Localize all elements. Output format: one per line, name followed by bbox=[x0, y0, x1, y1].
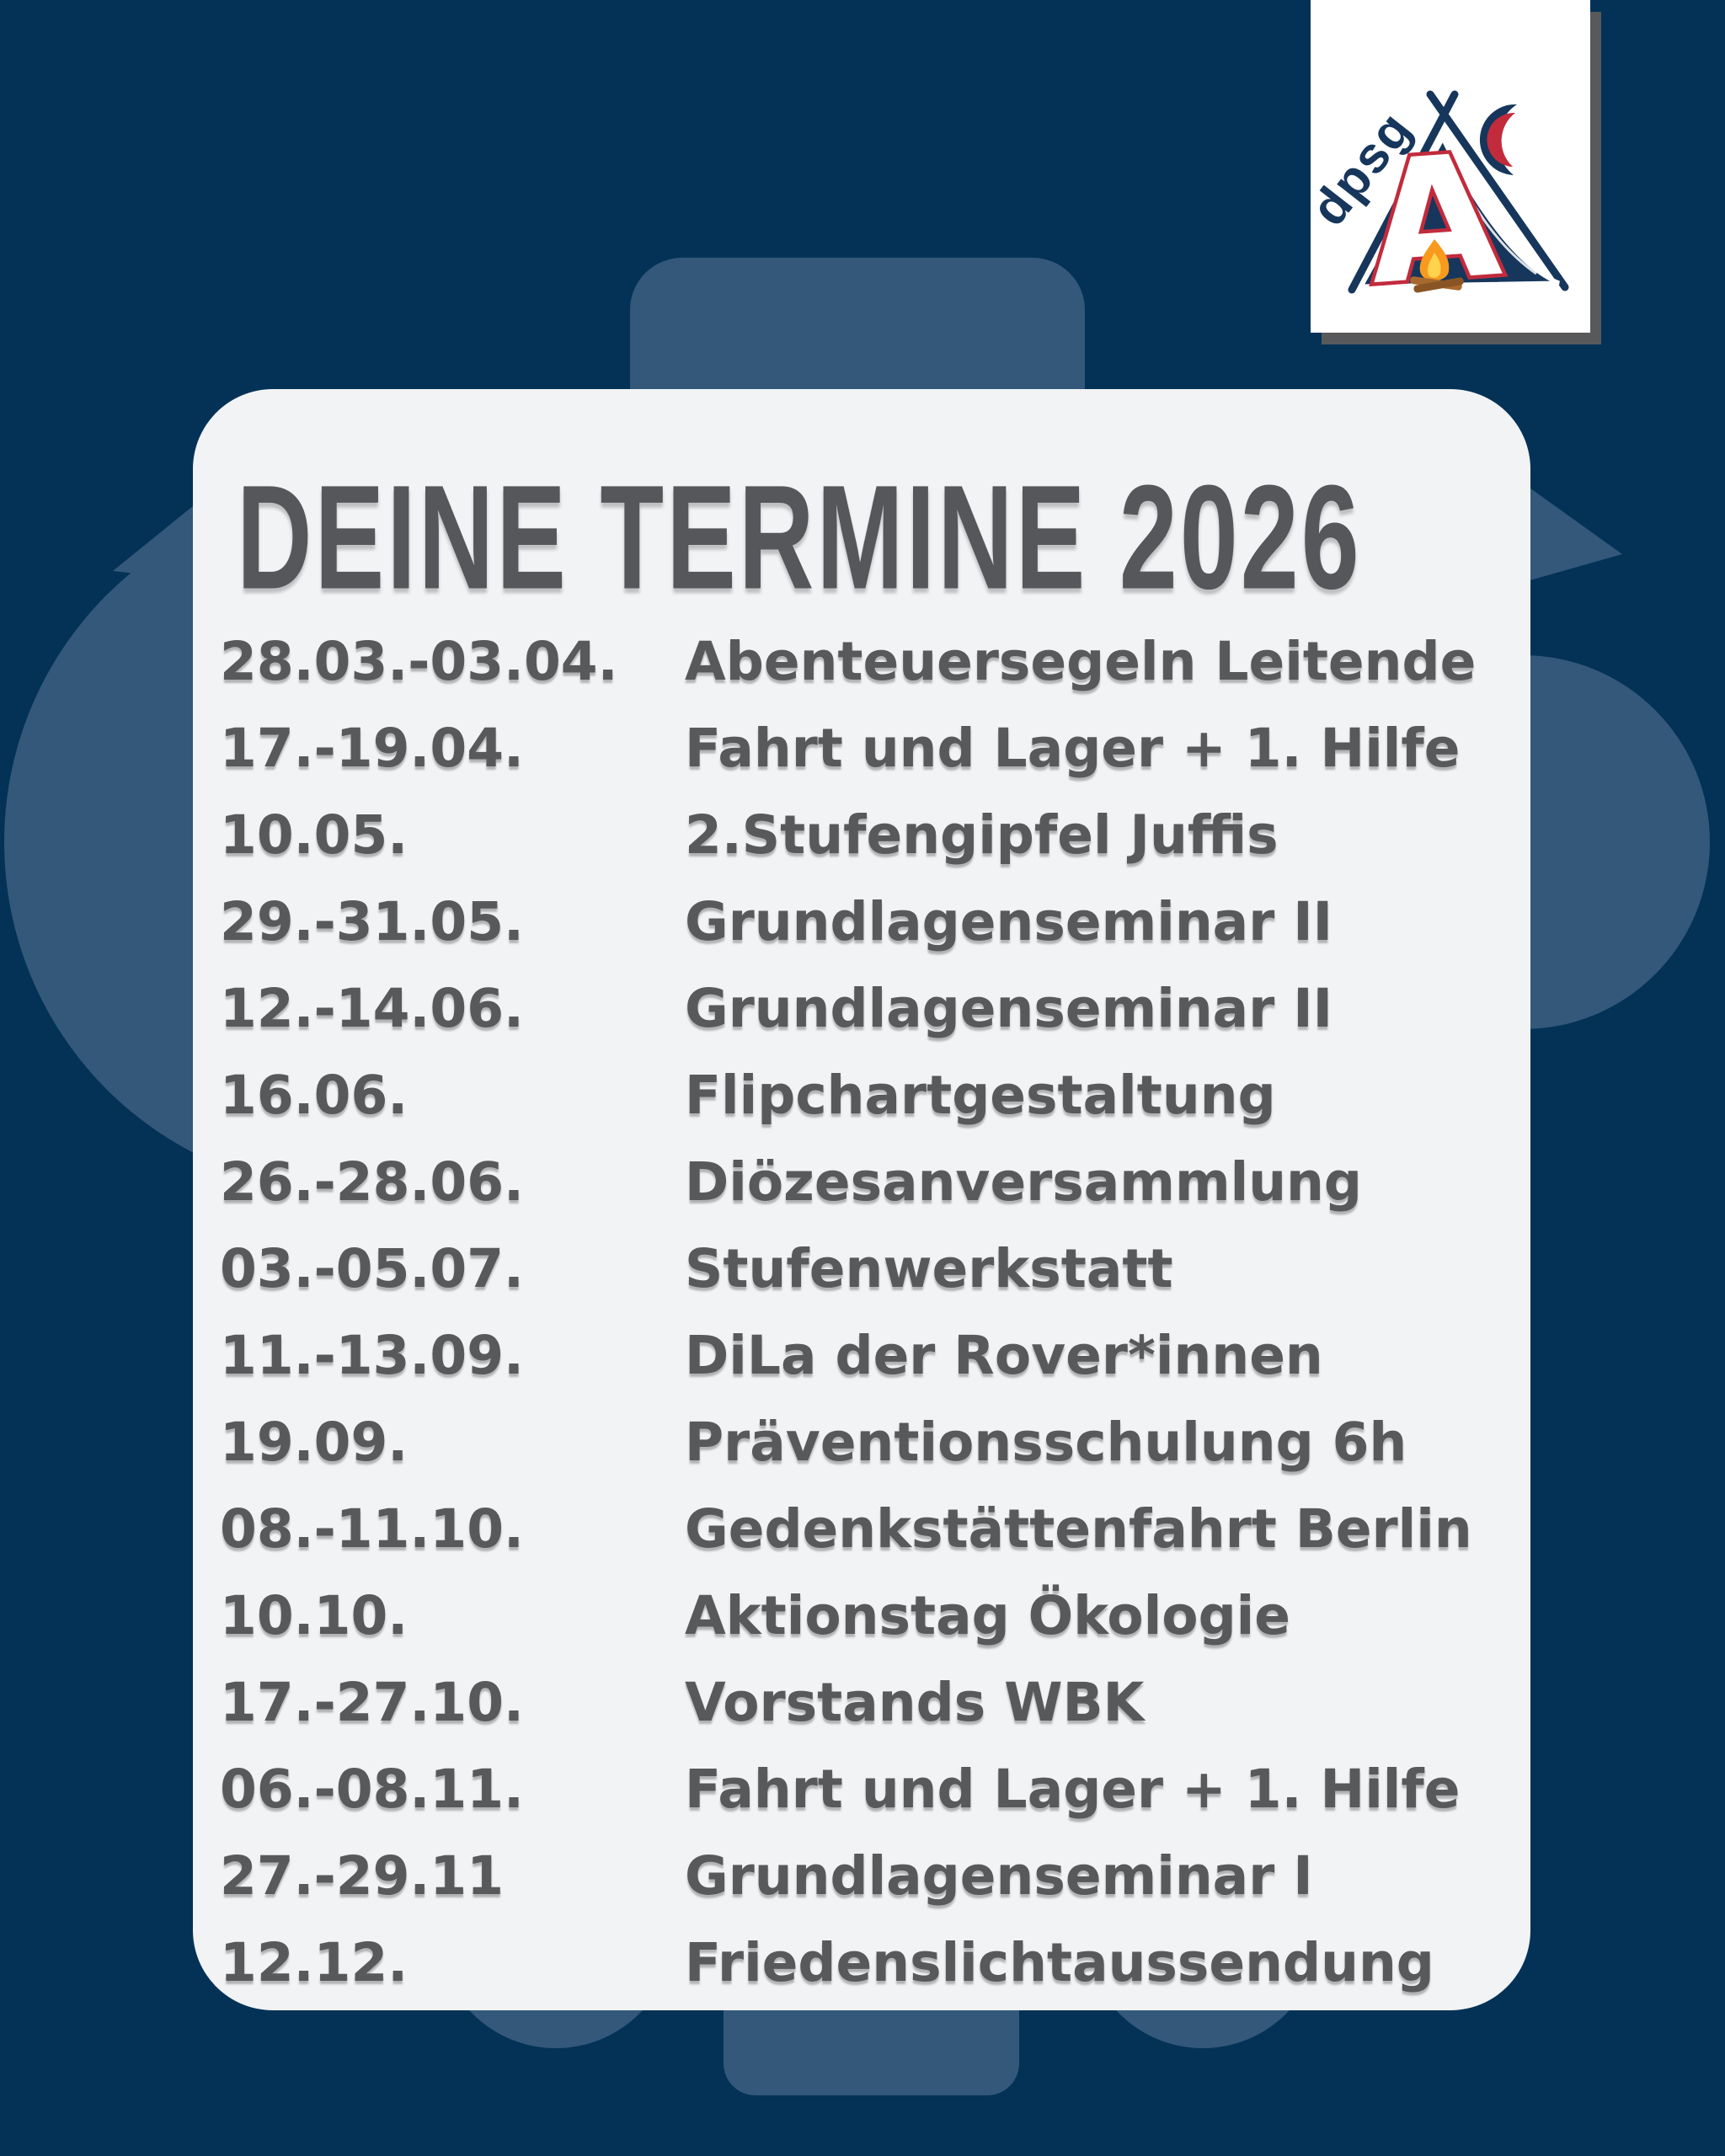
watermark-arrow-right bbox=[1521, 482, 1622, 583]
schedule-card: DEINE TERMINE 2026 28.03.-03.04. Abenteu… bbox=[193, 389, 1530, 2010]
event-name: Abenteuersegeln Leitende bbox=[685, 631, 1477, 692]
event-date: 27.-29.11 bbox=[220, 1845, 505, 1907]
event-date: 10.10. bbox=[220, 1585, 409, 1646]
tent-pole-right-icon bbox=[1348, 90, 1459, 294]
event-row: 19.09. Präventionsschulung 6h bbox=[220, 1399, 1509, 1486]
event-date: 29.-31.05. bbox=[220, 891, 524, 953]
event-row: 03.-05.07. Stufenwerkstatt bbox=[220, 1225, 1509, 1312]
event-row: 11.-13.09. DiLa der Rover*innen bbox=[220, 1312, 1509, 1399]
event-row: 29.-31.05. Grundlagenseminar II bbox=[220, 878, 1509, 965]
crescent-moon-icon bbox=[1479, 104, 1517, 175]
event-row: 26.-28.06. Diözesanversammlung bbox=[220, 1139, 1509, 1225]
event-name: Grundlagenseminar II bbox=[685, 978, 1333, 1039]
dpsg-logo: A dpsg bbox=[1311, 90, 1569, 327]
event-name: Flipchartgestaltung bbox=[685, 1065, 1276, 1126]
event-date: 17.-19.04. bbox=[220, 718, 524, 779]
event-date: 06.-08.11. bbox=[220, 1758, 524, 1820]
tent-fold-line bbox=[1450, 159, 1537, 275]
event-row: 27.-29.11 Grundlagenseminar I bbox=[220, 1833, 1509, 1919]
event-name: Aktionstag Ökologie bbox=[685, 1585, 1290, 1646]
event-name: Gedenkstättenfahrt Berlin bbox=[685, 1498, 1472, 1560]
event-name: Diözesanversammlung bbox=[685, 1151, 1362, 1213]
event-date: 12.-14.06. bbox=[220, 978, 524, 1039]
event-row: 12.-14.06. Grundlagenseminar II bbox=[220, 965, 1509, 1052]
event-name: Fahrt und Lager + 1. Hilfe bbox=[685, 718, 1461, 779]
event-row: 28.03.-03.04. Abenteuersegeln Leitende bbox=[220, 618, 1509, 705]
event-name: Präventionsschulung 6h bbox=[685, 1412, 1407, 1473]
event-date: 16.06. bbox=[220, 1065, 409, 1126]
event-row: 10.10. Aktionstag Ökologie bbox=[220, 1572, 1509, 1659]
event-row: 17.-27.10. Vorstands WBK bbox=[220, 1659, 1509, 1746]
event-name: Grundlagenseminar I bbox=[685, 1845, 1313, 1907]
event-date: 10.05. bbox=[220, 804, 409, 866]
event-date: 19.09. bbox=[220, 1412, 409, 1473]
event-name: Stufenwerkstatt bbox=[685, 1238, 1173, 1299]
event-row: 16.06. Flipchartgestaltung bbox=[220, 1052, 1509, 1139]
event-row: 12.12. Friedenslichtaussendung bbox=[220, 1919, 1509, 2006]
event-date: 11.-13.09. bbox=[220, 1325, 524, 1386]
event-date: 26.-28.06. bbox=[220, 1151, 524, 1213]
campfire-log-icon bbox=[1413, 277, 1464, 293]
event-name: Fahrt und Lager + 1. Hilfe bbox=[685, 1758, 1461, 1820]
event-name: DiLa der Rover*innen bbox=[685, 1325, 1323, 1386]
event-name: 2.Stufengipfel Juffis bbox=[685, 804, 1279, 866]
event-date: 03.-05.07. bbox=[220, 1238, 524, 1299]
event-list: 28.03.-03.04. Abenteuersegeln Leitende 1… bbox=[220, 618, 1509, 2006]
logo-card: A dpsg bbox=[1311, 0, 1590, 333]
event-name: Friedenslichtaussendung bbox=[685, 1932, 1434, 1993]
event-row: 06.-08.11. Fahrt und Lager + 1. Hilfe bbox=[220, 1746, 1509, 1833]
event-date: 08.-11.10. bbox=[220, 1498, 524, 1560]
event-name: Grundlagenseminar II bbox=[685, 891, 1333, 953]
page-title: DEINE TERMINE 2026 bbox=[237, 455, 1362, 621]
campfire-inner-flame-icon bbox=[1427, 253, 1441, 278]
event-row: 10.05. 2.Stufengipfel Juffis bbox=[220, 792, 1509, 878]
event-name: Vorstands WBK bbox=[685, 1672, 1145, 1733]
event-row: 17.-19.04. Fahrt und Lager + 1. Hilfe bbox=[220, 705, 1509, 792]
event-row: 08.-11.10. Gedenkstättenfahrt Berlin bbox=[220, 1486, 1509, 1572]
event-date: 17.-27.10. bbox=[220, 1672, 524, 1733]
tent-pole-left-icon bbox=[1426, 90, 1569, 291]
event-date: 12.12. bbox=[220, 1932, 409, 1993]
event-date: 28.03.-03.04. bbox=[220, 631, 618, 692]
crescent-moon-inner bbox=[1487, 112, 1515, 167]
